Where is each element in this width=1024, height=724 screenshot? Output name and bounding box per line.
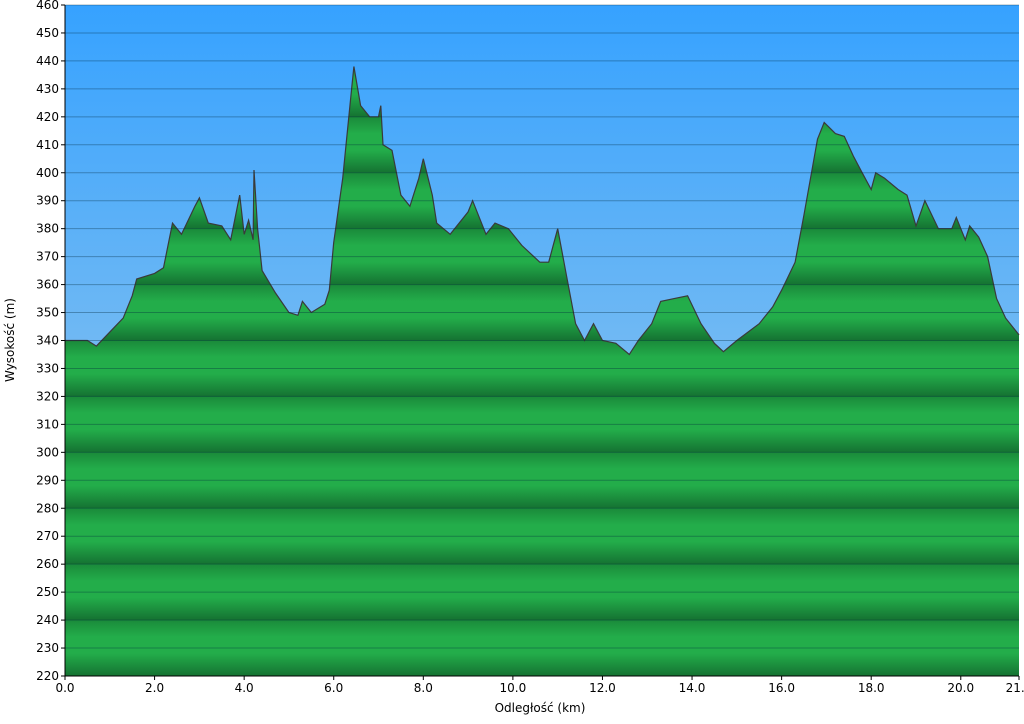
y-tick-label: 300 [36,445,59,459]
x-tick-label: 2.0 [145,681,164,695]
y-axis-label: Wysokość (m) [3,298,17,382]
x-axis-label: Odległość (km) [495,701,586,715]
y-tick-label: 390 [36,194,59,208]
y-tick-label: 250 [36,585,59,599]
y-tick-label: 360 [36,278,59,292]
y-tick-label: 220 [36,669,59,683]
y-tick-label: 380 [36,222,59,236]
y-tick-label: 310 [36,417,59,431]
y-tick-label: 330 [36,361,59,375]
y-tick-label: 240 [36,613,59,627]
y-tick-label: 230 [36,641,59,655]
x-tick-label: 8.0 [414,681,433,695]
x-tick-label: 18.0 [858,681,885,695]
x-tick-label: 6.0 [324,681,343,695]
area-fill [65,66,1019,676]
x-tick-label: 14.0 [679,681,706,695]
y-tick-label: 260 [36,557,59,571]
y-tick-label: 400 [36,166,59,180]
x-tick-label: 20.0 [947,681,974,695]
y-tick-label: 320 [36,389,59,403]
y-tick-label: 340 [36,334,59,348]
elevation-line [65,66,1020,356]
y-tick-label: 350 [36,306,59,320]
y-tick-label: 410 [36,138,59,152]
x-tick-label: 21.3 [1006,681,1024,695]
y-tick-label: 450 [36,26,59,40]
x-tick-label: 12.0 [589,681,616,695]
y-tick-label: 290 [36,473,59,487]
y-tick-label: 280 [36,501,59,515]
y-tick-label: 460 [36,0,59,12]
y-tick-label: 270 [36,529,59,543]
y-tick-label: 440 [36,54,59,68]
x-tick-label: 10.0 [500,681,527,695]
x-tick-label: 4.0 [235,681,254,695]
x-tick-label: 16.0 [768,681,795,695]
y-tick-label: 430 [36,82,59,96]
y-tick-label: 370 [36,250,59,264]
x-tick-label: 0.0 [55,681,74,695]
y-tick-label: 420 [36,110,59,124]
